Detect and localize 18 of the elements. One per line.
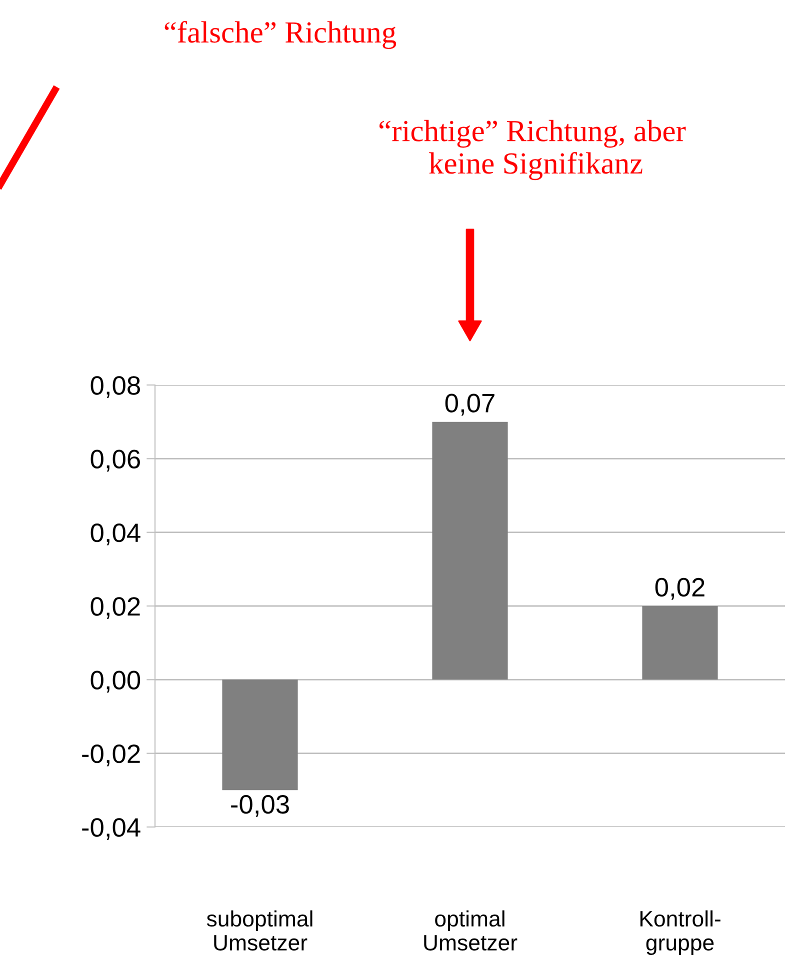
- bar: [432, 422, 508, 680]
- text: “richtige” Richtung, aber keine Signifikanz: [379, 120, 686, 180]
- y-tick-label: -0,04: [82, 818, 140, 840]
- x-tick-label: optimal Umsetzer: [424, 910, 518, 951]
- y-tick-label: 0,04: [90, 523, 140, 546]
- data-label: 0,02: [655, 578, 704, 600]
- bar: [222, 680, 298, 790]
- y-tick-label: 0,00: [90, 670, 140, 693]
- data-label: 0,07: [445, 394, 494, 416]
- x-tick-label: suboptimal Umsetzer: [206, 910, 312, 951]
- text: “falsche” Richtung: [164, 20, 396, 50]
- bar: [642, 606, 718, 680]
- y-tick-label: 0,08: [90, 376, 140, 398]
- data-label: -0,03: [231, 795, 289, 817]
- y-tick-label: -0,02: [82, 744, 140, 766]
- x-tick-label: Kontroll- gruppe: [640, 910, 720, 955]
- y-tick-label: 0,02: [90, 597, 140, 619]
- y-tick-label: 0,06: [90, 450, 140, 472]
